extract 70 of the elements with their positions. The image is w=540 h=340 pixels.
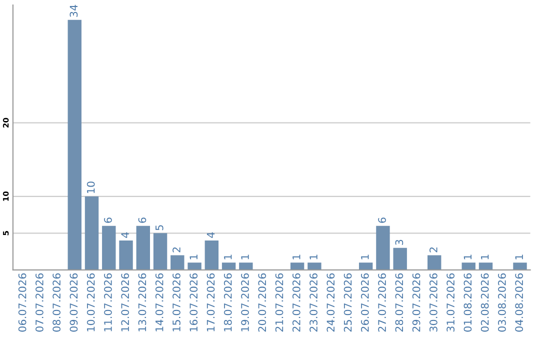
bar [68, 20, 82, 270]
bar [376, 226, 390, 270]
data-label: 1 [464, 254, 472, 260]
x-tick-label: 17.07.2026 [206, 273, 215, 332]
x-tick-label: 29.07.2026 [412, 273, 420, 332]
data-label: 10 [86, 182, 95, 194]
x-tick-label: 20.07.2026 [258, 273, 266, 332]
data-label: 5 [156, 225, 164, 230]
bar [239, 262, 253, 270]
bar [119, 240, 133, 270]
data-label: 4 [121, 232, 129, 238]
data-label: 34 [70, 4, 78, 17]
x-tick-label: 09.07.2026 [70, 273, 78, 332]
bar [136, 226, 150, 270]
bar [393, 248, 407, 270]
x-tick-label: 26.07.2026 [360, 273, 369, 332]
data-label: 3 [395, 240, 404, 245]
data-label: 6 [138, 218, 146, 223]
x-tick-label: 27.07.2026 [378, 273, 386, 332]
bar [308, 262, 322, 270]
x-tick-label: 01.08.2026 [464, 273, 472, 332]
data-label: 1 [292, 254, 300, 260]
bar [84, 196, 99, 270]
bar [513, 262, 527, 270]
data-label: 1 [481, 254, 489, 260]
bar [153, 233, 168, 270]
data-label: 4 [206, 232, 215, 238]
data-label: 1 [241, 254, 249, 260]
bar [358, 262, 373, 270]
bar [204, 240, 219, 270]
bar [290, 262, 304, 270]
x-tick-label: 02.08.2026 [480, 273, 489, 332]
x-tick-label: 07.07.2026 [36, 273, 44, 332]
bar [428, 255, 442, 270]
data-label: 1 [361, 254, 369, 260]
x-tick-label: 10.07.2026 [86, 273, 95, 332]
x-tick-label: 22.07.2026 [292, 273, 300, 332]
data-label: 6 [104, 218, 112, 223]
x-tick-label: 12.07.2026 [121, 273, 130, 332]
x-tick-label: 23.07.2026 [310, 273, 318, 332]
x-tick-label: 14.07.2026 [155, 273, 164, 332]
data-label: 1 [224, 254, 232, 260]
x-tick-label: 04.08.2026 [515, 273, 524, 332]
x-tick-label: 15.07.2026 [172, 273, 180, 332]
bar [222, 262, 236, 270]
bar [478, 262, 493, 270]
x-tick-label: 11.07.2026 [104, 273, 112, 332]
x-tick-label: 08.07.2026 [52, 273, 61, 332]
bar [188, 262, 202, 270]
x-tick-label: 06.07.2026 [18, 273, 26, 332]
x-tick-label: 28.07.2026 [395, 273, 404, 332]
x-tick-label: 18.07.2026 [224, 273, 232, 332]
bar [462, 262, 476, 270]
x-tick-label: 31.07.2026 [446, 273, 455, 332]
data-label: 2 [429, 247, 438, 252]
data-label: 1 [515, 254, 523, 260]
x-tick-label: 24.07.2026 [326, 273, 335, 332]
x-tick-label: 03.08.2026 [498, 273, 506, 332]
data-label: 6 [378, 218, 386, 223]
data-label: 1 [190, 254, 198, 260]
x-tick-label: 16.07.2026 [190, 273, 198, 332]
x-tick-label: 21.07.2026 [275, 273, 284, 332]
data-label: 2 [172, 247, 180, 252]
x-tick-label: 30.07.2026 [429, 273, 438, 332]
x-tick-label: 19.07.2026 [241, 273, 249, 332]
bar [102, 226, 116, 270]
bar [170, 255, 184, 270]
data-label: 1 [310, 254, 318, 260]
x-tick-label: 25.07.2026 [344, 273, 352, 332]
x-tick-label: 13.07.2026 [138, 273, 146, 332]
